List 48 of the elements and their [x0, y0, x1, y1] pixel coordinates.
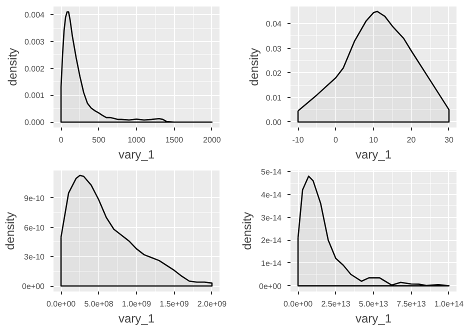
x-tick-label: 30 — [444, 136, 454, 144]
y-tick-label: 0.001 — [24, 91, 46, 100]
x-tick-label: 1000 — [128, 136, 146, 144]
x-tick-label: 0.0e+00 — [283, 300, 314, 308]
y-tick-label: 9e-10 — [24, 194, 46, 203]
x-axis-title: vary_1 — [355, 148, 392, 162]
y-tick-label: 4e-14 — [261, 190, 282, 200]
x-tick-label: 20 — [406, 136, 416, 144]
x-tick-label: 2000 — [203, 136, 222, 144]
x-tick-label: 5.0e+13 — [358, 300, 389, 308]
x-tick-label: 1.0e+14 — [434, 300, 464, 308]
x-tick-label: -10 — [292, 136, 304, 144]
x-tick-label: 0 — [58, 136, 64, 144]
y-tick-label: 0e+00 — [259, 282, 282, 291]
y-tick-label: 5e-14 — [261, 168, 282, 177]
x-tick-label: 10 — [369, 136, 378, 144]
y-tick-label: 0.003 — [24, 37, 46, 46]
y-tick-label: 0.002 — [24, 64, 46, 74]
x-tick-label: 1.0e+09 — [122, 300, 152, 308]
x-axis-title: vary_1 — [355, 312, 392, 326]
y-tick-label: 0.02 — [266, 68, 282, 78]
y-tick-label: 3e-10 — [24, 252, 46, 262]
x-axis-title: vary_1 — [118, 148, 155, 162]
y-tick-label: 6e-10 — [24, 223, 46, 232]
y-tick-label: 0e+00 — [22, 282, 46, 292]
y-axis-title: density — [240, 212, 254, 250]
y-tick-label: 0.00 — [266, 118, 282, 127]
y-tick-label: 2e-14 — [261, 236, 282, 246]
x-tick-label: 1500 — [165, 136, 184, 144]
x-tick-label: 1.5e+09 — [160, 300, 190, 308]
y-tick-label: 0.004 — [24, 10, 46, 20]
y-tick-label: 0.04 — [266, 20, 282, 29]
y-tick-label: 0.000 — [24, 118, 46, 128]
x-axis-title: vary_1 — [118, 312, 155, 326]
x-tick-label: 0 — [334, 136, 339, 144]
x-tick-label: 7.5e+13 — [396, 300, 426, 308]
y-tick-label: 0.01 — [266, 93, 282, 102]
x-tick-label: 2.5e+13 — [321, 300, 351, 308]
y-tick-label: 1e-14 — [261, 258, 282, 268]
x-tick-label: 500 — [92, 136, 106, 144]
y-axis-title: density — [246, 48, 261, 86]
y-tick-label: 3e-14 — [261, 213, 282, 222]
y-axis-title: density — [3, 212, 18, 250]
y-axis-title: density — [5, 48, 20, 86]
x-tick-label: 5.0e+08 — [84, 300, 114, 308]
x-tick-label: 0.0e+00 — [46, 300, 76, 308]
y-tick-label: 0.03 — [266, 44, 282, 54]
x-tick-label: 2.0e+09 — [197, 300, 228, 308]
